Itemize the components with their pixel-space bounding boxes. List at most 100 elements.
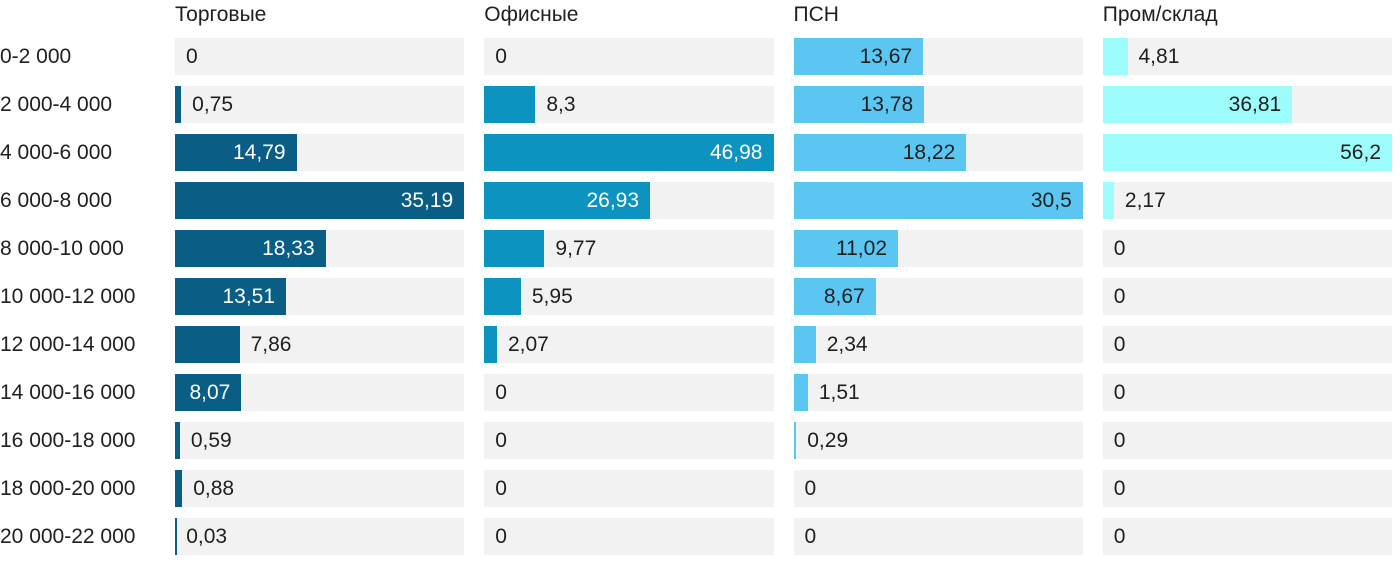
bar-track: 11,02 bbox=[793, 230, 1083, 267]
bar-value-label: 0 bbox=[495, 381, 507, 404]
bar-value-label: 0 bbox=[1113, 429, 1126, 452]
bar-track: 8,3 bbox=[484, 86, 774, 123]
bar-fill bbox=[175, 230, 326, 267]
bar-value-label: 0 bbox=[1113, 381, 1126, 404]
bar-value-label: 0,75 bbox=[192, 93, 234, 116]
column-header-psn: ПСН bbox=[793, 3, 839, 26]
table-row: 8 000-10 000 18,33 9,77 11,02 0 bbox=[0, 230, 1392, 267]
row-label: 20 000-22 000 bbox=[0, 525, 136, 548]
bar-value-label: 46,98 bbox=[709, 141, 763, 164]
bar-value-label: 2,07 bbox=[507, 333, 549, 356]
table-row: 14 000-16 000 8,07 0 1,51 0 bbox=[0, 374, 1392, 411]
bar-fill bbox=[1102, 38, 1128, 75]
row-label: 4 000-6 000 bbox=[0, 141, 113, 164]
bar-track: 18,33 bbox=[175, 230, 465, 267]
bar-fill bbox=[1102, 182, 1114, 219]
bar-track: 0,29 bbox=[793, 422, 1083, 459]
bar-fill bbox=[175, 86, 182, 123]
bar-track: 5,95 bbox=[484, 278, 774, 315]
table-row: 18 000-20 000 0,88 0 0 0 bbox=[0, 470, 1392, 507]
bar-fill bbox=[1102, 134, 1392, 171]
bar-track: 0 bbox=[484, 374, 774, 411]
bar-value-label: 7,86 bbox=[250, 333, 292, 356]
bar-track: 0,59 bbox=[175, 422, 465, 459]
bar-track: 0 bbox=[1102, 230, 1392, 267]
bar-track: 26,93 bbox=[484, 182, 774, 219]
bar-track: 46,98 bbox=[484, 134, 774, 171]
bar-value-label: 0,88 bbox=[193, 477, 235, 500]
bar-value-label: 36,81 bbox=[1228, 93, 1282, 116]
bar-track: 13,78 bbox=[793, 86, 1083, 123]
bar-track: 0 bbox=[1102, 374, 1392, 411]
row-label-spacer bbox=[0, 0, 155, 38]
bar-value-label: 5,95 bbox=[531, 285, 573, 308]
bar-fill bbox=[175, 518, 177, 555]
bar-track: 2,17 bbox=[1102, 182, 1392, 219]
row-label: 6 000-8 000 bbox=[0, 189, 113, 212]
bar-track: 30,5 bbox=[793, 182, 1083, 219]
bar-track: 36,81 bbox=[1102, 86, 1392, 123]
bar-value-label: 2,17 bbox=[1124, 189, 1166, 212]
table-row: 4 000-6 000 14,79 46,98 18,22 56,2 bbox=[0, 134, 1392, 171]
bar-value-label: 8,07 bbox=[189, 381, 231, 404]
bar-track: 0 bbox=[484, 470, 774, 507]
bar-fill bbox=[175, 278, 287, 315]
bar-value-label: 0,03 bbox=[186, 525, 228, 548]
bar-fill bbox=[175, 182, 465, 219]
bar-fill bbox=[484, 230, 545, 267]
bar-value-label: 0 bbox=[804, 525, 817, 548]
bar-value-label: 1,51 bbox=[818, 381, 860, 404]
bar-fill bbox=[175, 470, 183, 507]
bar-value-label: 0 bbox=[1113, 525, 1126, 548]
bar-track: 0,88 bbox=[175, 470, 465, 507]
table-row: 12 000-14 000 7,86 2,07 2,34 0 bbox=[0, 326, 1392, 363]
bar-track: 13,67 bbox=[793, 38, 1083, 75]
bar-fill bbox=[484, 326, 497, 363]
bar-fill bbox=[793, 230, 898, 267]
bar-track: 0 bbox=[1102, 278, 1392, 315]
bar-track: 0 bbox=[1102, 518, 1392, 555]
column-header-torgovye: Торговые bbox=[175, 3, 267, 26]
bar-value-label: 0 bbox=[1113, 285, 1126, 308]
bar-value-label: 9,77 bbox=[555, 237, 597, 260]
bar-value-label: 13,67 bbox=[859, 45, 913, 68]
bar-value-label: 2,34 bbox=[826, 333, 868, 356]
table-row: 10 000-12 000 13,51 5,95 8,67 0 bbox=[0, 278, 1392, 315]
table-row: 20 000-22 000 0,03 0 0 0 bbox=[0, 518, 1392, 555]
bar-fill bbox=[793, 38, 924, 75]
bar-track: 1,51 bbox=[793, 374, 1083, 411]
bar-fill bbox=[793, 326, 816, 363]
bar-track: 0 bbox=[793, 518, 1083, 555]
bar-track: 8,67 bbox=[793, 278, 1083, 315]
row-label: 18 000-20 000 bbox=[0, 477, 136, 500]
bar-fill bbox=[793, 182, 1083, 219]
table-row: 2 000-4 000 0,75 8,3 13,78 36,81 bbox=[0, 86, 1392, 123]
bar-track: 0,75 bbox=[175, 86, 465, 123]
bar-fill bbox=[484, 134, 774, 171]
bar-track: 56,2 bbox=[1102, 134, 1392, 171]
bar-fill bbox=[175, 422, 180, 459]
bar-value-label: 0,59 bbox=[190, 429, 232, 452]
bar-fill bbox=[1102, 86, 1293, 123]
bar-value-label: 13,51 bbox=[222, 285, 276, 308]
bar-fill bbox=[793, 134, 967, 171]
row-label: 10 000-12 000 bbox=[0, 285, 136, 308]
bar-track: 2,34 bbox=[793, 326, 1083, 363]
bar-track: 13,51 bbox=[175, 278, 465, 315]
bar-fill bbox=[793, 422, 797, 459]
bar-value-label: 56,2 bbox=[1340, 141, 1381, 164]
bar-fill bbox=[175, 134, 297, 171]
bar-value-label: 4,81 bbox=[1138, 45, 1180, 68]
bar-track: 0 bbox=[484, 518, 774, 555]
bar-value-label: 0 bbox=[495, 525, 507, 548]
bar-value-label: 0,29 bbox=[807, 429, 849, 452]
row-label: 16 000-18 000 bbox=[0, 429, 136, 452]
bar-value-label: 8,3 bbox=[546, 93, 576, 116]
bar-fill bbox=[793, 86, 925, 123]
bar-value-label: 11,02 bbox=[836, 237, 887, 260]
bar-fill bbox=[175, 326, 240, 363]
chart-rows: 0-2 000 0 0 13,67 4,81 2 000-4 000 0,75 8,3 13,7… bbox=[0, 38, 1392, 555]
bar-track: 7,86 bbox=[175, 326, 465, 363]
row-label: 8 000-10 000 bbox=[0, 237, 124, 260]
bar-track: 4,81 bbox=[1102, 38, 1392, 75]
